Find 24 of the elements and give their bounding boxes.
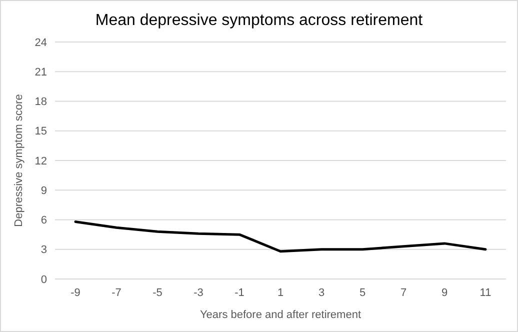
- x-tick-label: 7: [400, 287, 407, 299]
- y-tick-label: 0: [40, 274, 47, 286]
- y-tick-label: 24: [34, 36, 47, 49]
- chart-title: Mean depressive symptoms across retirement: [95, 12, 424, 29]
- line-series: [74, 220, 487, 253]
- x-tick-label: 3: [318, 287, 325, 299]
- y-tick-label: 21: [34, 66, 47, 78]
- y-tick-label: 6: [40, 214, 47, 227]
- x-tick-label: -1: [234, 287, 244, 299]
- y-tick-label: 18: [34, 96, 47, 108]
- x-axis-title: Years before and after retirement: [200, 309, 362, 321]
- x-tick-label: -7: [112, 287, 122, 299]
- y-axis-title: Depressive symptom score: [13, 94, 25, 227]
- y-tick-label: 15: [34, 126, 47, 138]
- x-tick-label: -3: [194, 287, 204, 299]
- x-tick-label: -9: [70, 287, 80, 299]
- y-tick-label: 3: [40, 244, 47, 256]
- x-tick-label: -5: [152, 287, 162, 299]
- x-tick-label: 9: [441, 287, 448, 299]
- y-tick-label: 9: [40, 184, 47, 197]
- y-tick-label: 12: [34, 155, 47, 168]
- x-tick-label: 5: [359, 287, 366, 299]
- x-tick-label: 11: [480, 287, 492, 299]
- x-tick-label: 1: [277, 287, 284, 299]
